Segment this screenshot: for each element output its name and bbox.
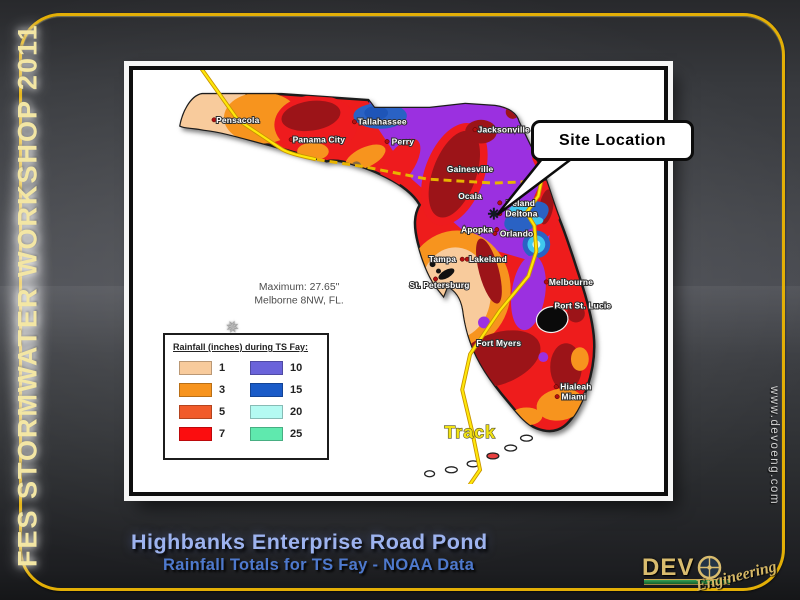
- florida-keys: [424, 434, 534, 478]
- city-label: Jacksonville: [478, 125, 530, 135]
- legend-item: 25: [250, 423, 321, 445]
- legend-item: 10: [250, 357, 321, 379]
- city-label: Pensacola: [216, 115, 259, 125]
- legend-value: 7: [219, 428, 226, 440]
- city-label: Port St. Lucie: [554, 301, 611, 311]
- legend-value: 5: [219, 406, 226, 418]
- city-label: St. Petersburg: [409, 280, 469, 290]
- city-label: Hialeah: [560, 382, 591, 392]
- logo-green-bar: [644, 579, 730, 585]
- legend-value: 20: [290, 406, 303, 418]
- city-dots: [211, 117, 560, 400]
- legend-value: 15: [290, 384, 303, 396]
- city-label: Apopka: [461, 225, 493, 235]
- slide-title: Highbanks Enterprise Road Pond: [131, 530, 488, 554]
- site-location-marker: [487, 207, 500, 220]
- legend-item: 1: [179, 357, 250, 379]
- city-label: Ocala: [458, 191, 482, 201]
- legend-swatch: [250, 405, 283, 419]
- website-url: www.devoeng.com: [768, 386, 780, 506]
- max-note-line1: Maximum: 27.65": [259, 282, 340, 293]
- city-label: Tallahassee: [358, 117, 407, 127]
- legend-swatch: [179, 383, 212, 397]
- legend-swatch: [250, 361, 283, 375]
- city-label: Perry: [392, 137, 415, 147]
- city-label: Fort Myers: [476, 338, 521, 348]
- track-label: Track: [444, 422, 495, 442]
- legend-swatch: [250, 427, 283, 441]
- site-location-callout: Site Location: [531, 120, 694, 161]
- rainfall-regions: [180, 94, 589, 426]
- city-label: Tampa: [429, 254, 457, 264]
- legend-swatch: [250, 383, 283, 397]
- callout-tail: [496, 152, 582, 216]
- legend-value: 10: [290, 362, 303, 374]
- city-label: Panama City: [293, 135, 346, 145]
- city-label: Gainesville: [447, 164, 494, 174]
- legend-item: 7: [179, 423, 250, 445]
- legend-item: 5: [179, 401, 250, 423]
- lake-okeechobee: [535, 305, 569, 334]
- legend-grid: 1 3 5 7 10 15 20 25: [179, 357, 321, 445]
- legend-item: 15: [250, 379, 321, 401]
- legend-value: 3: [219, 384, 226, 396]
- city-label: Lakeland: [469, 254, 507, 264]
- legend-swatch: [179, 427, 212, 441]
- workshop-banner: FES STORMWATER WORKSHOP 2011: [12, 23, 43, 567]
- city-label: Deland: [506, 198, 535, 208]
- legend-item: 3: [179, 379, 250, 401]
- storm-track: [199, 70, 544, 484]
- city-label: Deltona: [505, 209, 537, 219]
- legend-value: 1: [219, 362, 226, 374]
- city-label: Orlando: [500, 228, 534, 238]
- rainfall-legend: Rainfall (inches) during TS Fay: 1 3 5 7…: [163, 333, 329, 460]
- legend-value: 25: [290, 428, 303, 440]
- legend-title: Rainfall (inches) during TS Fay:: [173, 342, 309, 352]
- legend-swatch: [179, 405, 212, 419]
- banner-glow: [0, 40, 58, 550]
- logo-dev-text: DEV: [642, 554, 695, 581]
- legend-swatch: [179, 361, 212, 375]
- logo-target-icon: [697, 555, 722, 580]
- legend-item: 20: [250, 401, 321, 423]
- slide-subtitle: Rainfall Totals for TS Fay - NOAA Data: [163, 556, 475, 574]
- city-label: Melbourne: [549, 277, 593, 287]
- devo-engineering-logo: DEV Engineering: [642, 552, 792, 598]
- max-note-line2: Melborne 8NW, FL.: [254, 296, 343, 307]
- city-label: Miami: [562, 392, 587, 402]
